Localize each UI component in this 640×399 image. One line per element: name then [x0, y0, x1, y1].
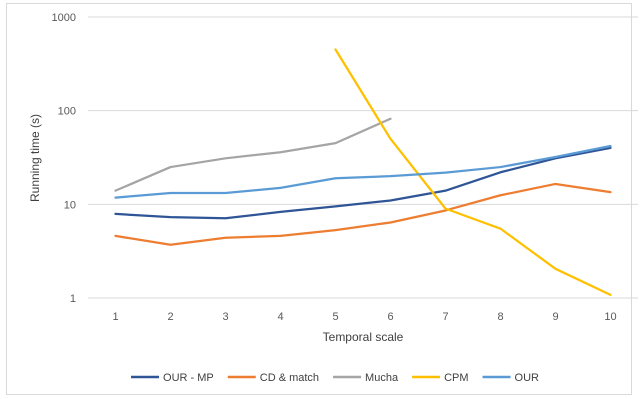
x-tick-labels: 1 2 3 4 5 6 7 8 9 10: [112, 311, 616, 323]
legend-label: Mucha: [365, 372, 399, 384]
x-tick-label: 4: [277, 311, 283, 323]
legend-item-mucha: Mucha: [333, 372, 399, 384]
legend-item-our: OUR: [482, 372, 540, 384]
series-line-our: [114, 144, 612, 199]
x-tick-label: 2: [167, 311, 173, 323]
chart-frame: [6, 3, 632, 395]
x-tick-label: 5: [332, 311, 338, 323]
x-tick-label: 10: [604, 311, 616, 323]
x-tick-label: 1: [112, 311, 118, 323]
y-tick-labels: 1 10 100 1000: [52, 12, 76, 305]
series-line-cpm: [334, 48, 612, 296]
series-line-mucha: [114, 117, 392, 192]
y-axis-label: Running time (s): [28, 114, 42, 202]
series-line-cd-match: [114, 182, 612, 246]
legend-item-cpm: CPM: [412, 372, 469, 384]
legend-label: OUR: [515, 372, 540, 384]
x-tick-label: 7: [442, 311, 448, 323]
y-tick-label: 1: [70, 293, 76, 305]
legend-item-our-mp: OUR - MP: [131, 372, 214, 384]
x-tick-label: 8: [497, 311, 503, 323]
x-axis-label: Temporal scale: [323, 330, 404, 344]
legend-label: CPM: [444, 372, 468, 384]
x-tick-label: 9: [552, 311, 558, 323]
y-tick-label: 1000: [52, 12, 76, 24]
legend-item-cd-match: CD & match: [227, 372, 319, 384]
legend-label: CD & match: [260, 372, 319, 384]
legend: OUR - MP CD & match Mucha CPM OUR: [131, 372, 539, 384]
y-tick-label: 10: [64, 199, 76, 211]
series-lines: [114, 48, 612, 296]
series-line-our-mp: [114, 146, 612, 220]
legend-label: OUR - MP: [163, 372, 214, 384]
x-tick-label: 6: [387, 311, 393, 323]
y-tick-label: 100: [58, 106, 76, 118]
x-tick-label: 3: [222, 311, 228, 323]
